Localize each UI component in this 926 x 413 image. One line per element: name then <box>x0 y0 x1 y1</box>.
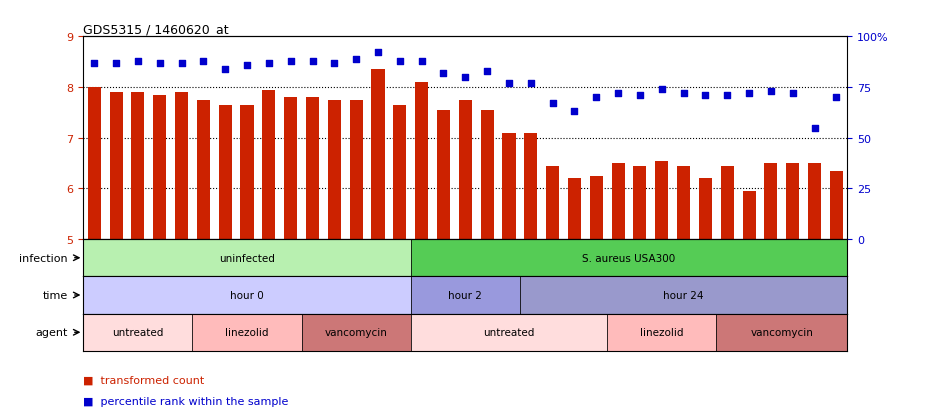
Text: vancomycin: vancomycin <box>325 328 388 337</box>
Bar <box>284 98 297 240</box>
Bar <box>411 240 847 277</box>
Point <box>108 60 123 67</box>
Point <box>698 93 713 99</box>
Text: S. aureus USA300: S. aureus USA300 <box>582 253 676 263</box>
Point <box>87 60 102 67</box>
Bar <box>633 166 646 240</box>
Point <box>567 109 582 115</box>
Bar <box>219 105 232 240</box>
Point <box>807 125 822 131</box>
Bar <box>764 164 778 240</box>
Bar <box>88 88 101 240</box>
Point <box>306 58 320 65</box>
Bar <box>717 314 847 351</box>
Text: untreated: untreated <box>112 328 164 337</box>
Bar <box>519 277 847 314</box>
Bar <box>197 100 210 240</box>
Bar <box>83 314 193 351</box>
Bar <box>175 93 188 240</box>
Bar <box>109 93 122 240</box>
Text: hour 0: hour 0 <box>231 290 264 300</box>
Bar <box>153 95 167 240</box>
Bar <box>503 133 516 240</box>
Bar <box>193 314 302 351</box>
Point <box>720 93 734 99</box>
Text: infection: infection <box>19 253 69 263</box>
Text: uninfected: uninfected <box>219 253 275 263</box>
Bar <box>656 161 669 240</box>
Bar <box>458 100 472 240</box>
Bar <box>83 277 411 314</box>
Text: linezolid: linezolid <box>640 328 683 337</box>
Bar <box>371 70 384 240</box>
Text: hour 24: hour 24 <box>663 290 704 300</box>
Bar <box>786 164 799 240</box>
Point <box>436 70 451 77</box>
Text: ■  percentile rank within the sample: ■ percentile rank within the sample <box>83 396 289 406</box>
Point <box>218 66 232 73</box>
Point <box>283 58 298 65</box>
Bar <box>350 100 363 240</box>
Bar <box>415 83 428 240</box>
Point <box>370 50 385 57</box>
Point <box>632 93 647 99</box>
Bar <box>394 105 407 240</box>
Bar <box>328 100 341 240</box>
Point <box>174 60 189 67</box>
Point <box>742 90 757 97</box>
Point <box>785 90 800 97</box>
Point <box>545 101 560 107</box>
Bar <box>302 314 411 351</box>
Text: agent: agent <box>36 328 69 337</box>
Bar <box>241 105 254 240</box>
Bar <box>546 166 559 240</box>
Point <box>829 95 844 101</box>
Bar <box>481 111 494 240</box>
Point <box>152 60 168 67</box>
Point <box>458 74 473 81</box>
Point <box>676 90 691 97</box>
Point <box>393 58 407 65</box>
Point <box>589 95 604 101</box>
Text: linezolid: linezolid <box>225 328 269 337</box>
Point <box>523 81 538 87</box>
Point <box>502 81 517 87</box>
Bar <box>262 90 275 240</box>
Point <box>480 68 494 75</box>
Text: GDS5315 / 1460620_at: GDS5315 / 1460620_at <box>83 23 229 36</box>
Bar <box>590 176 603 240</box>
Bar <box>131 93 144 240</box>
Point <box>611 90 626 97</box>
Bar <box>568 179 581 240</box>
Point <box>414 58 429 65</box>
Point <box>349 56 364 63</box>
Bar <box>437 111 450 240</box>
Point <box>763 88 778 95</box>
Text: ■  transformed count: ■ transformed count <box>83 375 205 385</box>
Bar <box>699 179 712 240</box>
Bar <box>808 164 821 240</box>
Point <box>240 62 255 69</box>
Bar <box>607 314 717 351</box>
Bar <box>743 192 756 240</box>
Text: untreated: untreated <box>483 328 534 337</box>
Bar <box>830 171 843 240</box>
Bar <box>83 240 411 277</box>
Bar <box>611 164 625 240</box>
Point <box>327 60 342 67</box>
Bar <box>411 277 519 314</box>
Point <box>655 86 669 93</box>
Point <box>196 58 211 65</box>
Bar <box>306 98 319 240</box>
Bar <box>411 314 607 351</box>
Text: time: time <box>43 290 69 300</box>
Text: hour 2: hour 2 <box>448 290 482 300</box>
Bar <box>677 166 690 240</box>
Bar <box>524 133 537 240</box>
Bar <box>720 166 733 240</box>
Text: vancomycin: vancomycin <box>750 328 813 337</box>
Point <box>131 58 145 65</box>
Point <box>261 60 276 67</box>
